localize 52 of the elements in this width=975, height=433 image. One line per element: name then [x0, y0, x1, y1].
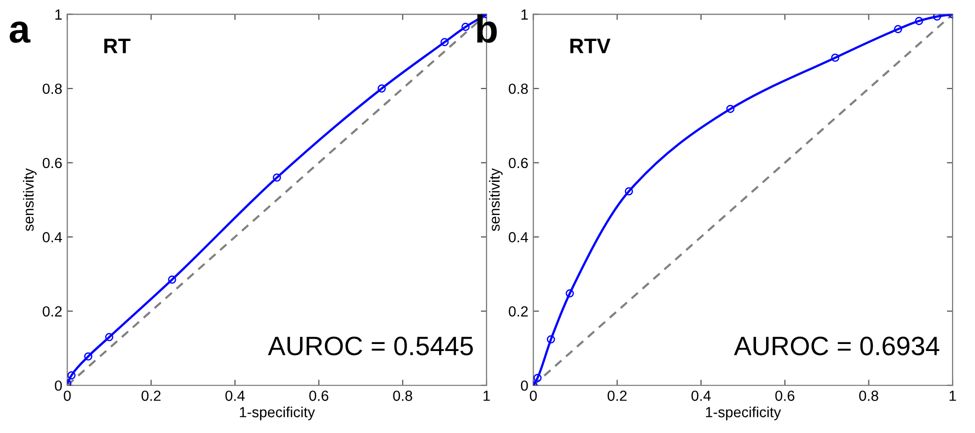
x-tick-label: 0.4: [691, 390, 711, 401]
x-tick-label: 0.6: [775, 390, 794, 401]
y-tick-label: 1: [55, 10, 62, 20]
point: [84, 352, 92, 361]
x-tick-label: 0.2: [142, 390, 161, 401]
x-axis-title: 1-specificity: [706, 406, 782, 420]
x-tick-label: 0: [530, 390, 537, 401]
y-tick-label: 0.6: [42, 158, 62, 168]
point: [272, 173, 281, 182]
point: [624, 187, 634, 196]
y-axis-title: sensitivity: [22, 168, 37, 232]
chart-title: b: [477, 14, 497, 43]
x-tick-label: 0.4: [225, 390, 245, 401]
point: [461, 22, 470, 32]
y-tick-label: 0: [54, 380, 62, 391]
point: [546, 335, 556, 344]
point: [566, 289, 574, 298]
y-tick-label: 0: [520, 380, 528, 391]
x-tick-label: 0.2: [608, 390, 627, 401]
y-tick-label: 0.8: [508, 84, 528, 94]
x-tick-label: 0: [64, 390, 71, 401]
x-tick-label: 0.8: [859, 390, 878, 401]
point: [914, 16, 924, 26]
text: RTV: [570, 38, 610, 54]
y-tick-label: 0.2: [42, 306, 62, 317]
y-axis-title: sensitivity: [489, 168, 503, 232]
y-tick-label: 0.4: [42, 232, 62, 242]
point: [726, 104, 734, 114]
point: [440, 38, 449, 46]
x-tick-label: 1: [950, 390, 956, 401]
point: [894, 25, 902, 34]
annotation: AUROC = 0.5445: [268, 336, 473, 356]
x-tick-label: 1: [484, 390, 490, 401]
point: [533, 374, 542, 382]
x-tick-label: 0.6: [309, 390, 328, 401]
point: [831, 54, 840, 62]
x-tick-label: 0.8: [393, 390, 412, 401]
y-tick-label: 1: [521, 10, 528, 20]
point: [378, 84, 386, 93]
line-series: [533, 14, 953, 386]
y-tick-label: 0.8: [42, 84, 62, 94]
point: [105, 333, 114, 342]
annotation: AUROC = 0.6934: [734, 336, 940, 356]
y-tick-label: 0.2: [508, 306, 528, 317]
x-axis-title: 1-specificity: [240, 406, 315, 420]
text: RT: [104, 38, 130, 54]
y-tick-label: 0.6: [508, 158, 528, 168]
chart-title: a: [10, 22, 30, 43]
point: [168, 276, 176, 284]
point: [932, 14, 942, 21]
point: [67, 371, 76, 380]
y-tick-label: 0.4: [508, 232, 528, 242]
